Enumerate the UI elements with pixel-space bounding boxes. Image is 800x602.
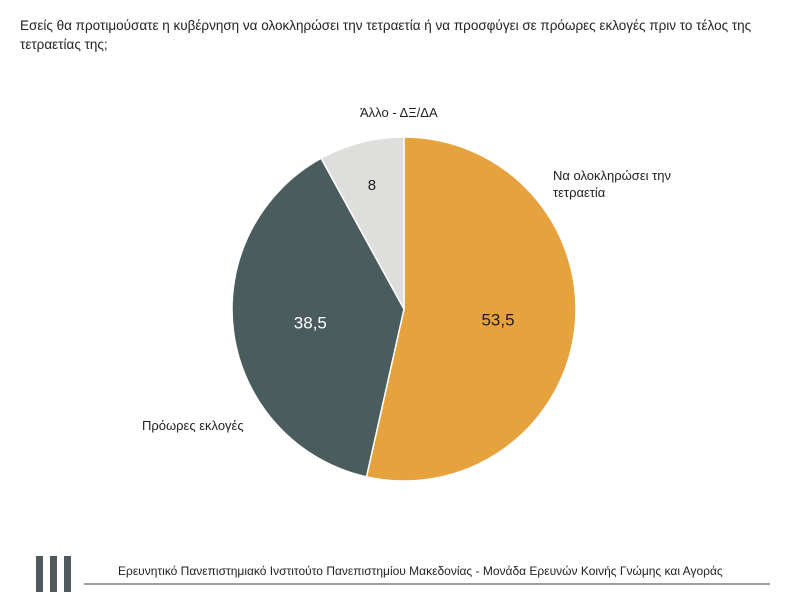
pie-category-label-3: Άλλο - ΔΞ/ΔΑ xyxy=(360,105,438,120)
pie-slice-3 xyxy=(320,136,405,310)
pie-value-label-3: 8 xyxy=(368,177,376,194)
footer-divider xyxy=(84,583,770,585)
pie-slice-1 xyxy=(365,136,577,482)
footer-institute-name: Ερευνητικό Πανεπιστημιακό Ινστιτούτο Παν… xyxy=(118,564,723,578)
pie-value-labels: 53,5 38,5 8 xyxy=(294,177,515,332)
pie-value-label-1: 53,5 xyxy=(481,310,514,329)
pie-slice-2 xyxy=(231,157,405,478)
pie-value-label-2: 38,5 xyxy=(294,313,327,332)
pie-chart: 53,5 38,5 8 Να ολοκληρώσει την τετραετία Πρό… xyxy=(142,105,671,482)
pie-slices xyxy=(231,136,577,482)
pie-category-label-1: Να ολοκληρώσει την τετραετία xyxy=(553,168,671,200)
pie-category-labels: Να ολοκληρώσει την τετραετία Πρόωρες εκλογ… xyxy=(142,105,671,433)
question-title: Εσείς θα προτιμούσατε η κυβέρνηση να ολο… xyxy=(20,18,752,52)
pie-category-label-2: Πρόωρες εκλογές xyxy=(142,418,244,433)
three-bars-logo-icon xyxy=(36,556,72,592)
